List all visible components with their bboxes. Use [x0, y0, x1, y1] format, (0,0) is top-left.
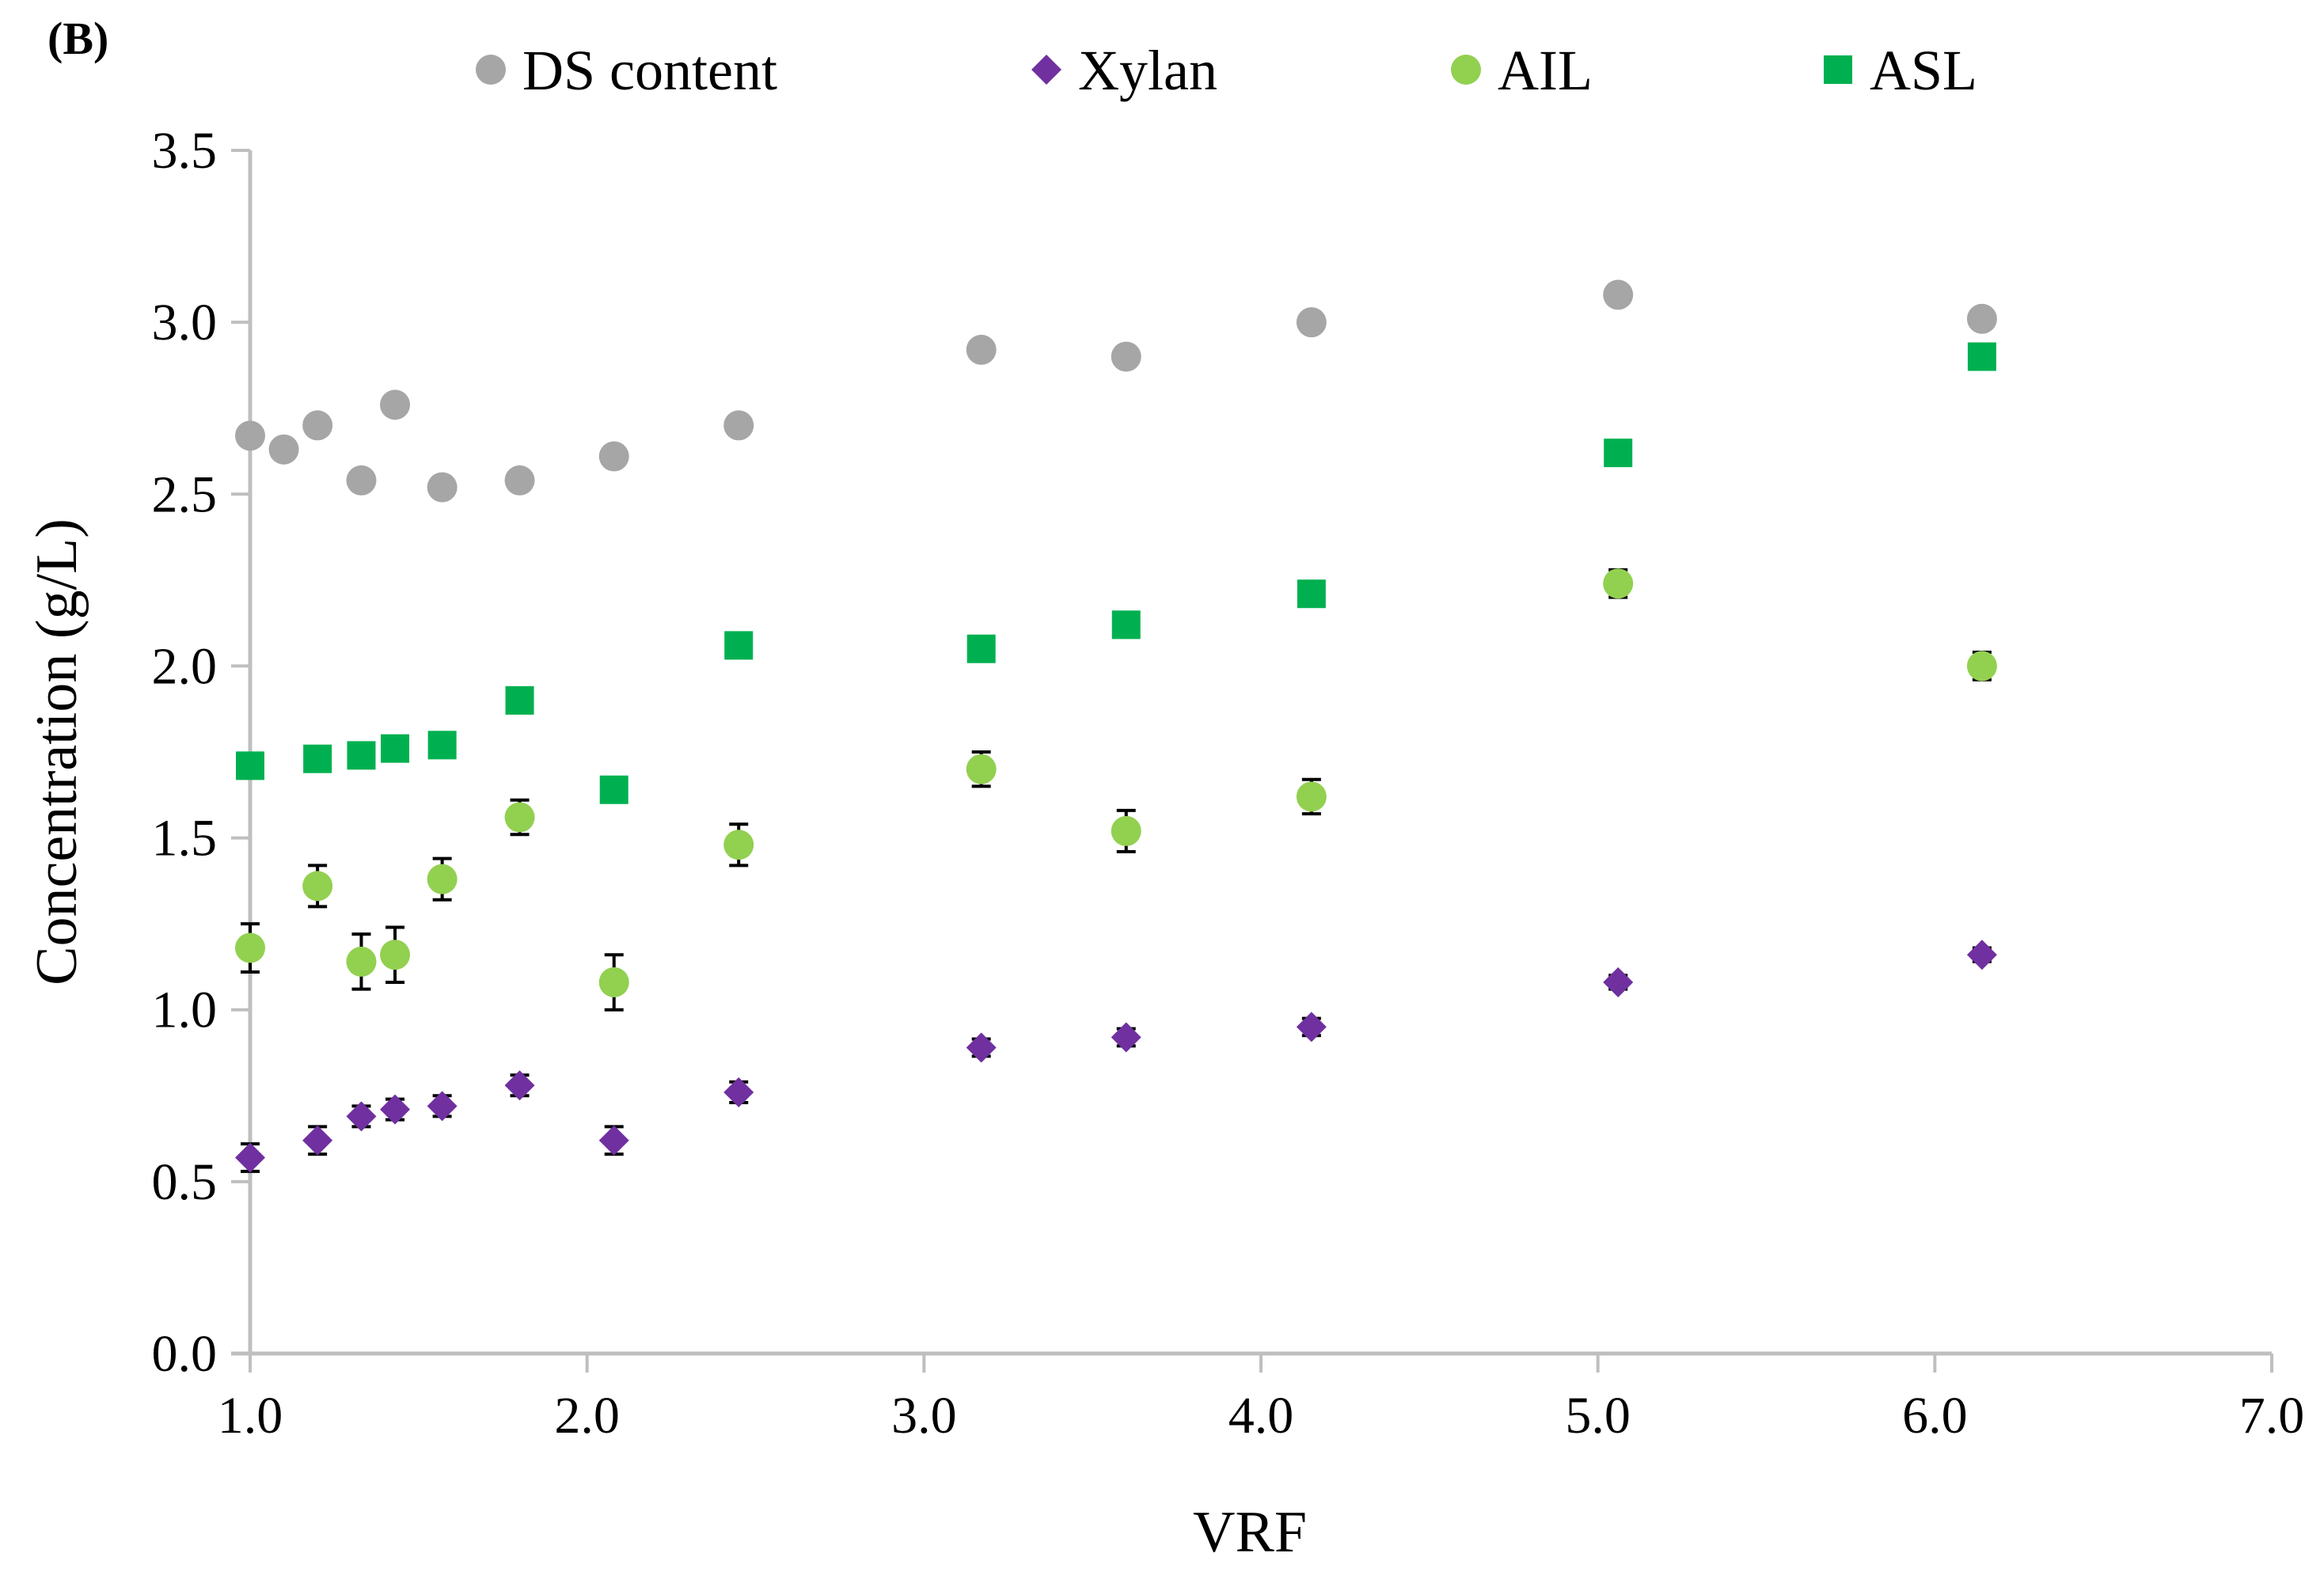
- data-point-asl: [381, 734, 410, 763]
- series-xylan: [235, 940, 1997, 1173]
- x-tick-label: 5.0: [1565, 1387, 1631, 1445]
- y-axis-ticks: 0.0 0.5 1.0 1.5 2.0 2.5 3.0 3.5: [152, 122, 250, 1383]
- data-point-asl: [1967, 342, 1996, 371]
- data-point-asl: [236, 751, 264, 780]
- legend-marker-asl: [1824, 55, 1852, 84]
- x-tick-label: 2.0: [554, 1387, 620, 1445]
- data-point-ds-content: [302, 410, 333, 441]
- data-point-ail: [235, 932, 265, 963]
- data-point-asl: [1111, 610, 1141, 640]
- data-point-asl: [505, 685, 534, 715]
- data-point-asl: [966, 634, 996, 663]
- data-point-ds-content: [966, 334, 997, 365]
- x-tick-label: 7.0: [2239, 1387, 2305, 1445]
- y-tick-label: 0.0: [152, 1325, 218, 1383]
- data-point-ds-content: [1111, 341, 1141, 372]
- data-point-ds-content: [380, 389, 411, 420]
- data-point-xylan: [1296, 1012, 1327, 1042]
- x-axis-ticks: 1.0 2.0 3.0 4.0 5.0 6.0 7.0: [218, 1354, 2305, 1445]
- x-tick-label: 4.0: [1228, 1387, 1294, 1445]
- data-point-ail: [1603, 568, 1634, 599]
- legend: DS content Xylan AIL ASL: [476, 39, 1977, 102]
- data-point-ds-content: [235, 420, 265, 451]
- data-point-ail: [1296, 781, 1327, 812]
- legend-item-asl: ASL: [1824, 39, 1977, 102]
- data-point-ds-content: [598, 441, 629, 472]
- data-point-asl: [303, 744, 332, 773]
- series-ds-content: [235, 279, 1997, 503]
- data-point-asl: [1297, 579, 1326, 609]
- data-point-ail: [427, 864, 458, 894]
- plot-area: [235, 279, 1997, 1173]
- x-tick-label: 3.0: [891, 1387, 957, 1445]
- y-tick-label: 2.5: [152, 465, 218, 523]
- data-point-ds-content: [268, 434, 299, 465]
- data-point-ds-content: [1296, 307, 1327, 338]
- data-point-ail: [346, 946, 377, 977]
- data-point-asl: [1604, 439, 1633, 468]
- data-point-asl: [347, 741, 376, 770]
- legend-item-ds-content: DS content: [476, 39, 777, 102]
- panel-label: (B): [47, 13, 108, 64]
- data-point-xylan: [346, 1101, 377, 1132]
- data-point-asl: [724, 631, 754, 660]
- data-point-ds-content: [723, 410, 754, 441]
- data-point-xylan: [380, 1094, 411, 1125]
- legend-marker-xylan: [1031, 55, 1061, 85]
- data-point-ds-content: [427, 472, 458, 503]
- legend-item-xylan: Xylan: [1031, 39, 1217, 102]
- data-point-ail: [380, 940, 411, 970]
- data-point-xylan: [1603, 966, 1634, 997]
- data-point-ail: [723, 830, 754, 860]
- y-axis-title: Concentration (g/L): [25, 518, 89, 985]
- data-point-xylan: [302, 1125, 333, 1156]
- y-tick-label: 0.5: [152, 1153, 218, 1211]
- series-ail: [235, 568, 1997, 1012]
- y-tick-label: 1.0: [152, 982, 218, 1039]
- data-point-xylan: [235, 1142, 265, 1173]
- data-point-ail: [966, 754, 997, 784]
- x-axis-title: VRF: [1193, 1500, 1307, 1565]
- y-tick-label: 1.5: [152, 810, 218, 868]
- data-point-ds-content: [1966, 303, 1997, 334]
- legend-label: AIL: [1498, 39, 1593, 102]
- y-tick-label: 2.0: [152, 637, 218, 695]
- legend-label: DS content: [522, 39, 777, 102]
- data-point-xylan: [723, 1076, 754, 1107]
- x-tick-label: 6.0: [1902, 1387, 1968, 1445]
- x-tick-label: 1.0: [218, 1387, 283, 1445]
- legend-marker-ail: [1451, 55, 1481, 85]
- y-tick-label: 3.0: [152, 294, 218, 351]
- series-asl: [236, 342, 1996, 804]
- axes: [231, 150, 2272, 1356]
- data-point-xylan: [1966, 940, 1997, 970]
- legend-item-ail: AIL: [1451, 39, 1593, 102]
- data-point-ail: [1111, 815, 1141, 846]
- legend-marker-ds-content: [476, 55, 506, 85]
- data-point-ail: [504, 802, 535, 833]
- data-point-ail: [1966, 651, 1997, 682]
- data-point-ail: [302, 871, 333, 902]
- data-point-asl: [427, 731, 457, 760]
- data-point-xylan: [598, 1125, 629, 1156]
- data-point-ail: [598, 966, 629, 997]
- data-point-xylan: [427, 1091, 458, 1122]
- data-point-asl: [599, 775, 628, 804]
- data-point-ds-content: [504, 465, 535, 496]
- data-point-xylan: [1111, 1022, 1141, 1053]
- data-point-xylan: [966, 1032, 997, 1063]
- y-tick-label: 3.5: [152, 122, 218, 180]
- data-point-ds-content: [1603, 279, 1634, 310]
- data-point-ds-content: [346, 465, 377, 496]
- legend-label: Xylan: [1078, 39, 1217, 102]
- legend-label: ASL: [1870, 39, 1977, 102]
- data-point-xylan: [504, 1070, 535, 1101]
